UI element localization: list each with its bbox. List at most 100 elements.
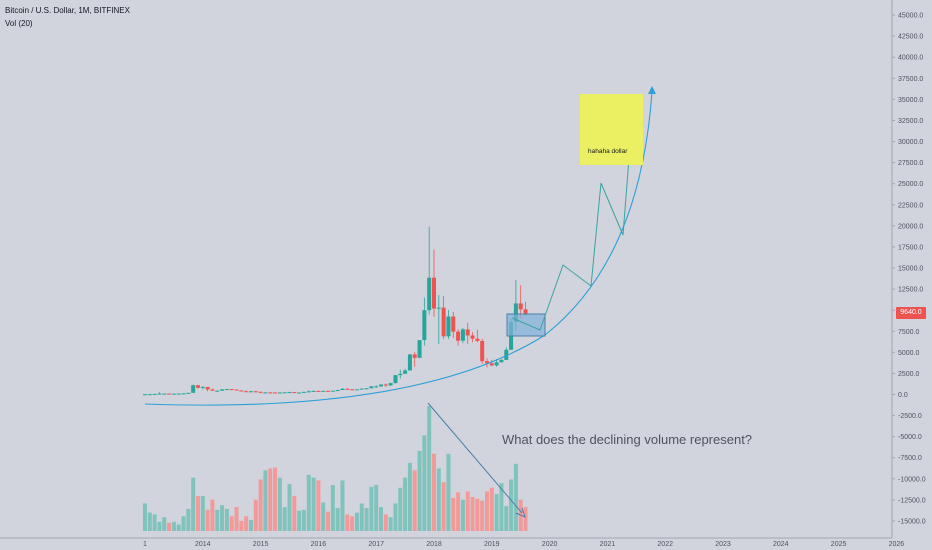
candle bbox=[224, 389, 229, 391]
candle bbox=[427, 277, 432, 311]
candle bbox=[292, 392, 297, 394]
volume-bar bbox=[147, 512, 152, 531]
volume-bar bbox=[306, 474, 311, 531]
volume-bar bbox=[456, 492, 461, 531]
price-tick-label: -5000.0 bbox=[898, 434, 922, 441]
price-tick-label: 20000.0 bbox=[898, 223, 923, 230]
time-tick-label: 2014 bbox=[195, 541, 211, 548]
candle bbox=[499, 359, 504, 363]
candle bbox=[494, 362, 499, 366]
candle bbox=[181, 393, 186, 395]
time-tick-label: 2025 bbox=[831, 541, 847, 548]
candle bbox=[287, 392, 292, 394]
candle bbox=[388, 383, 393, 386]
candle bbox=[417, 340, 422, 358]
volume-bar bbox=[258, 479, 263, 531]
candle bbox=[393, 375, 398, 384]
volume-bar bbox=[403, 477, 408, 531]
volume-bar bbox=[499, 483, 504, 531]
candle bbox=[432, 277, 436, 309]
volume-bar bbox=[186, 508, 191, 531]
volume-bar bbox=[326, 511, 331, 531]
candle bbox=[398, 373, 403, 376]
candle bbox=[157, 393, 162, 395]
candle bbox=[268, 392, 273, 394]
note-box bbox=[580, 94, 643, 165]
volume-bar bbox=[297, 510, 302, 531]
candle bbox=[484, 361, 489, 364]
candle bbox=[205, 386, 210, 390]
volume-bar bbox=[143, 503, 147, 531]
price-tick-label: 2500.0 bbox=[898, 371, 920, 378]
candle bbox=[407, 354, 412, 371]
chart-legend: Bitcoin / U.S. Dollar, 1M, BITFINEX Vol … bbox=[5, 4, 130, 30]
volume-bar bbox=[234, 507, 239, 531]
volume-bar bbox=[220, 505, 225, 531]
price-tick-label: -2500.0 bbox=[898, 413, 922, 420]
volume-bar bbox=[316, 480, 321, 531]
candle bbox=[451, 316, 456, 332]
candle bbox=[523, 309, 528, 314]
candle bbox=[412, 354, 417, 358]
candle bbox=[518, 303, 523, 310]
volume-bar bbox=[171, 521, 176, 531]
volume-bar bbox=[248, 519, 253, 531]
volume-bar bbox=[417, 450, 422, 531]
time-tick-label: 2019 bbox=[484, 541, 500, 548]
candle bbox=[321, 390, 326, 392]
volume-bar bbox=[504, 506, 509, 531]
price-tick-label: 0.0 bbox=[898, 392, 908, 399]
volume-bar bbox=[432, 453, 436, 531]
volume-indicator-label[interactable]: Vol (20) bbox=[5, 19, 33, 28]
candle bbox=[316, 390, 321, 392]
candle bbox=[143, 394, 147, 396]
volume-bar bbox=[350, 516, 355, 531]
volume-bar bbox=[475, 498, 480, 531]
candle bbox=[326, 390, 331, 392]
candle bbox=[374, 386, 379, 388]
candle bbox=[147, 394, 152, 396]
volume-bar bbox=[301, 509, 306, 531]
candle bbox=[244, 391, 249, 393]
volume-bar bbox=[162, 517, 167, 531]
volume-bar bbox=[273, 467, 278, 531]
price-tick-label: -7500.0 bbox=[898, 455, 922, 462]
annotation-text[interactable]: What does the declining volume represent… bbox=[502, 432, 753, 447]
candle bbox=[311, 390, 316, 392]
time-tick-label: 2023 bbox=[715, 541, 731, 548]
candle bbox=[176, 393, 181, 395]
projection-path bbox=[511, 119, 633, 331]
volume-bar bbox=[152, 514, 157, 531]
volume-bar bbox=[195, 496, 200, 531]
time-tick-label: 2022 bbox=[657, 541, 673, 548]
volume-bar bbox=[364, 508, 369, 531]
candle bbox=[475, 338, 480, 341]
candle bbox=[403, 370, 408, 374]
highlight-box bbox=[506, 313, 546, 337]
candle bbox=[215, 390, 220, 392]
price-tick-label: 17500.0 bbox=[898, 244, 923, 251]
volume-bar bbox=[157, 521, 162, 531]
price-tick-label: 32500.0 bbox=[898, 118, 923, 125]
volume-bar bbox=[422, 435, 427, 531]
price-tick-label: 42500.0 bbox=[898, 34, 923, 41]
price-tick-label: 45000.0 bbox=[898, 13, 923, 20]
volume-bar bbox=[489, 487, 494, 531]
price-tick-label: 12500.0 bbox=[898, 287, 923, 294]
volume-bar bbox=[277, 477, 282, 531]
candle bbox=[489, 363, 494, 366]
candle bbox=[460, 329, 465, 341]
price-tick-label: 25000.0 bbox=[898, 181, 923, 188]
candle bbox=[480, 340, 485, 362]
price-tick-label: 5000.0 bbox=[898, 350, 920, 357]
volume-bar bbox=[345, 514, 350, 531]
volume-bar bbox=[200, 496, 205, 531]
volume-bar bbox=[398, 487, 403, 531]
price-tick-label: -12500.0 bbox=[898, 497, 926, 504]
symbol-title[interactable]: Bitcoin / U.S. Dollar, 1M, BITFINEX bbox=[5, 6, 130, 15]
price-tick-label: -10000.0 bbox=[898, 476, 926, 483]
candle bbox=[248, 391, 253, 393]
volume-bar bbox=[210, 499, 215, 531]
candle bbox=[441, 307, 446, 337]
